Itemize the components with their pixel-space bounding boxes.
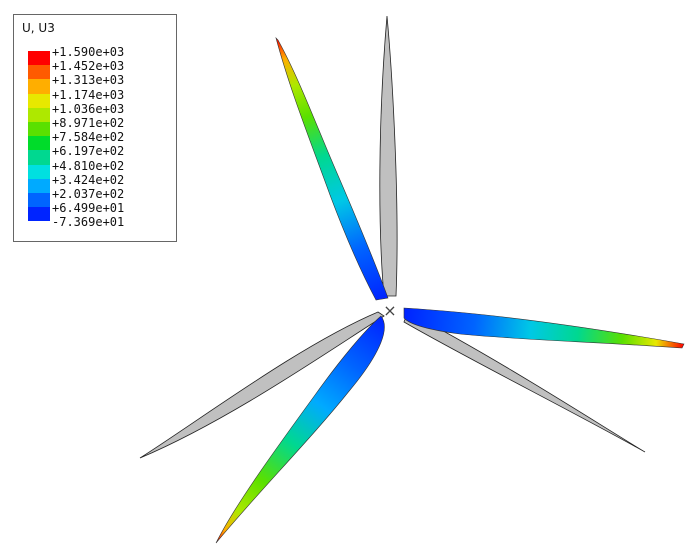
legend-swatch [28, 136, 50, 151]
undeformed-blade-left [139, 311, 385, 459]
legend-tick-labels: +1.590e+03 +1.452e+03 +1.313e+03 +1.174e+03… [52, 45, 124, 230]
legend-tick-label: +1.174e+03 [52, 87, 125, 102]
legend-swatch [28, 192, 50, 208]
legend-title: U, U3 [22, 21, 55, 35]
undeformed-blade-right [403, 311, 646, 453]
legend-tick-label: +3.424e+02 [52, 172, 125, 187]
legend-tick-label: +4.810e+02 [52, 158, 125, 173]
legend-swatch [28, 164, 50, 179]
legend-tick-label: +1.036e+03 [52, 101, 125, 116]
legend-swatch [28, 150, 50, 165]
undeformed-blade-top [379, 15, 398, 297]
deformed-blade-right [403, 307, 685, 349]
legend-tick-label: +1.313e+03 [52, 73, 125, 88]
hub-marker: × [383, 301, 396, 320]
legend-tick-label: +8.971e+02 [52, 116, 125, 131]
legend-tick-label: +6.197e+02 [52, 144, 125, 159]
legend-color-bar [28, 51, 50, 222]
legend-tick-label: +7.584e+02 [52, 130, 125, 145]
deformed-blade-top [275, 36, 389, 301]
legend-tick-label: +2.037e+02 [52, 187, 125, 202]
legend-swatch [28, 93, 50, 108]
legend-swatch [28, 207, 50, 222]
legend-tick-label: +6.499e+01 [52, 201, 125, 216]
deformed-blade-bottom [215, 315, 385, 544]
legend-tick-label: +1.590e+03 [52, 45, 125, 59]
legend-swatch [28, 65, 50, 80]
legend-swatch [28, 79, 50, 94]
contour-legend: U, U3 +1.590e+03 +1.452e+03 +1.313e+03 +1.1… [13, 14, 177, 242]
legend-swatch [28, 51, 50, 66]
legend-swatch [28, 121, 50, 137]
legend-swatch [28, 178, 50, 193]
legend-tick-label: +1.452e+03 [52, 59, 125, 74]
legend-tick-label: -7.369e+01 [52, 215, 125, 230]
legend-swatch [28, 107, 50, 122]
